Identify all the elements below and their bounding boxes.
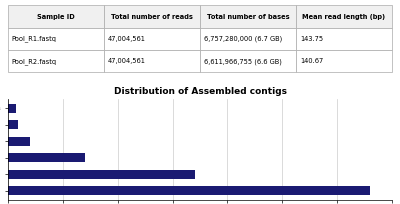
Bar [8, 104, 16, 113]
Title: Distribution of Assembled contigs: Distribution of Assembled contigs [114, 87, 286, 96]
Bar [8, 120, 18, 129]
Bar [8, 170, 194, 179]
Bar [8, 153, 85, 162]
Bar [8, 186, 370, 195]
Bar [8, 137, 30, 146]
